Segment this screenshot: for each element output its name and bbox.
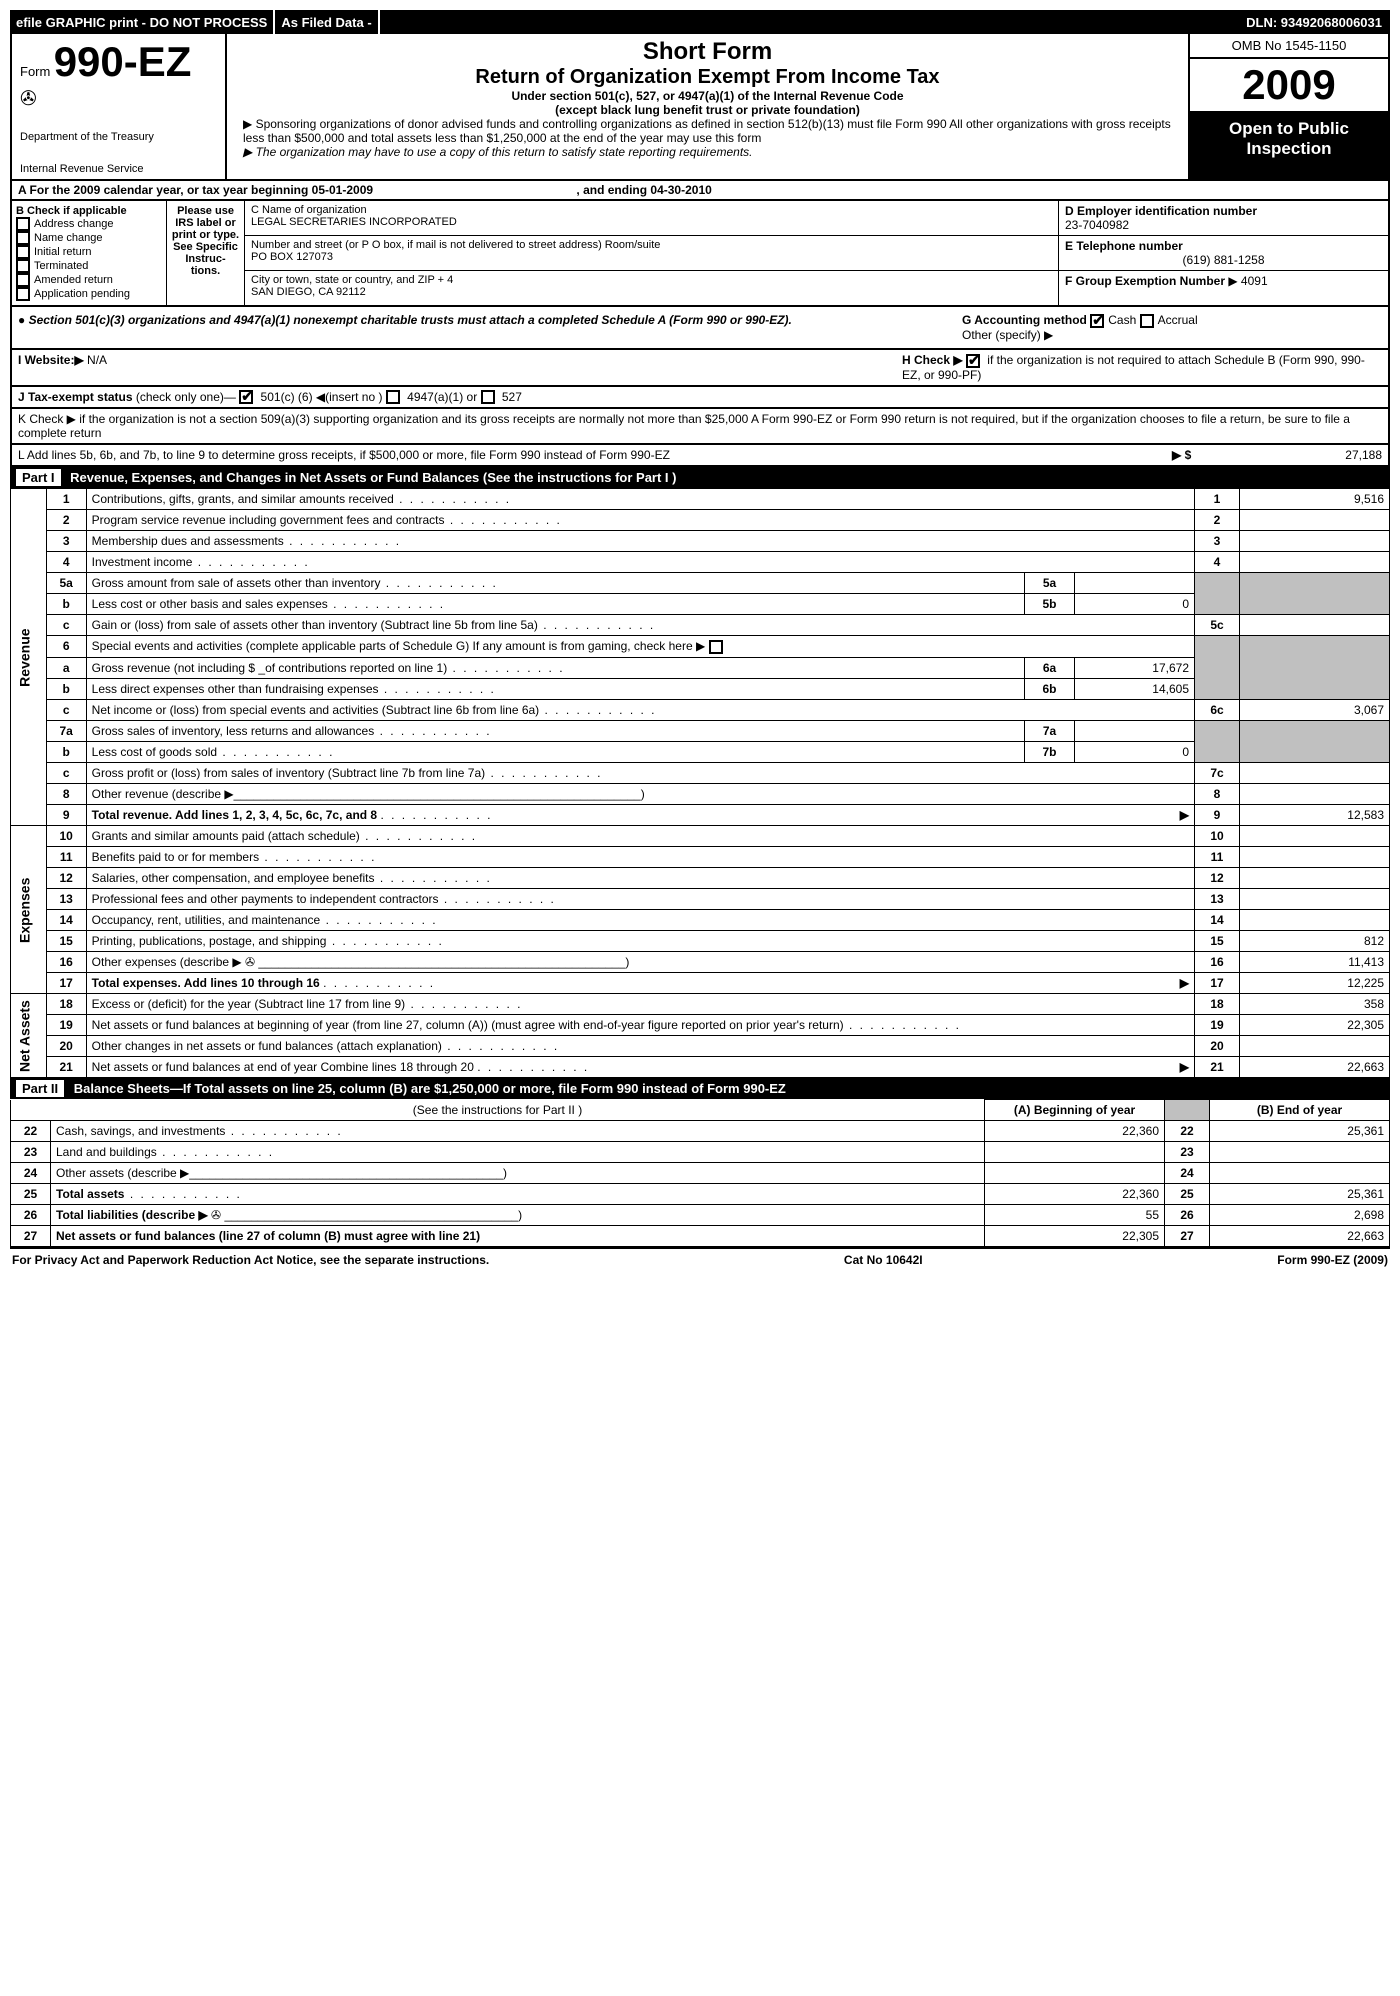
efile-label: efile GRAPHIC print - DO NOT PROCESS xyxy=(10,10,275,34)
note1: ▶ Sponsoring organizations of donor advi… xyxy=(237,117,1178,145)
cb-pending[interactable] xyxy=(16,287,30,301)
open-inspection: Open to Public Inspection xyxy=(1190,113,1388,179)
cb-address[interactable] xyxy=(16,217,30,231)
footer-mid: Cat No 10642I xyxy=(844,1253,923,1267)
revenue-label: Revenue xyxy=(11,489,47,826)
part2-instr: (See the instructions for Part II ) xyxy=(11,1100,985,1121)
cb-accrual[interactable] xyxy=(1140,314,1154,328)
c-name-label: C Name of organization xyxy=(251,204,367,216)
c-city-label: City or town, state or country, and ZIP … xyxy=(251,274,453,286)
org-name: LEGAL SECRETARIES INCORPORATED xyxy=(251,216,457,228)
cb-terminated[interactable] xyxy=(16,259,30,273)
form-header: Form 990-EZ ✇ Department of the Treasury… xyxy=(10,34,1390,181)
col-def: D Employer identification number23-70409… xyxy=(1058,201,1388,305)
dln: DLN: 93492068006031 xyxy=(1246,15,1390,30)
col-b: B Check if applicable Address change Nam… xyxy=(12,201,167,305)
row-a-end: , and ending 04-30-2010 xyxy=(576,183,711,197)
part1-label: Part I xyxy=(16,469,61,486)
cb-h[interactable] xyxy=(966,354,980,368)
org-city: SAN DIEGO, CA 92112 xyxy=(251,286,366,298)
row-l-text: L Add lines 5b, 6b, and 7b, to line 9 to… xyxy=(18,448,1172,462)
website-val: N/A xyxy=(87,353,107,367)
row-i: I Website:▶ N/A H Check ▶ if the organiz… xyxy=(10,350,1390,387)
cb-name[interactable] xyxy=(16,231,30,245)
col-a-hdr: (A) Beginning of year xyxy=(985,1100,1165,1121)
footer-left: For Privacy Act and Paperwork Reduction … xyxy=(12,1253,489,1267)
row-k: K Check ▶ if the organization is not a s… xyxy=(10,409,1390,445)
header-middle: Short Form Return of Organization Exempt… xyxy=(227,34,1188,179)
sec501-text: ● Section 501(c)(3) organizations and 49… xyxy=(18,313,962,342)
footer: For Privacy Act and Paperwork Reduction … xyxy=(10,1247,1390,1271)
short-form: Short Form xyxy=(237,38,1178,66)
cb-4947[interactable] xyxy=(386,390,400,404)
org-street: PO BOX 127073 xyxy=(251,251,333,263)
col-b-hdr: (B) End of year xyxy=(1210,1100,1390,1121)
col-c: C Name of organizationLEGAL SECRETARIES … xyxy=(245,201,1058,305)
col-b-header: B Check if applicable xyxy=(16,205,162,217)
part2-label: Part II xyxy=(16,1080,64,1097)
group-label: F Group Exemption Number xyxy=(1065,274,1225,288)
return-title: Return of Organization Exempt From Incom… xyxy=(237,66,1178,89)
expenses-label: Expenses xyxy=(11,826,47,994)
cb-gaming[interactable] xyxy=(709,640,723,654)
row-a-begin: A For the 2009 calendar year, or tax yea… xyxy=(18,183,373,197)
cb-amended[interactable] xyxy=(16,273,30,287)
block-bcdef: B Check if applicable Address change Nam… xyxy=(10,201,1390,307)
part1-table: Revenue 1Contributions, gifts, grants, a… xyxy=(10,488,1390,1078)
col-label: Please use IRS label or print or type. S… xyxy=(167,201,245,305)
part2-table: (See the instructions for Part II ) (A) … xyxy=(10,1099,1390,1247)
phone-label: E Telephone number xyxy=(1065,239,1183,253)
ein-label: D Employer identification number xyxy=(1065,204,1257,218)
note2: ▶ The organization may have to use a cop… xyxy=(237,145,1178,159)
header-right: OMB No 1545-1150 2009 Open to Public Ins… xyxy=(1188,34,1388,179)
cb-501c[interactable] xyxy=(239,390,253,404)
row-a: A For the 2009 calendar year, or tax yea… xyxy=(10,181,1390,201)
group-num: ▶ 4091 xyxy=(1228,274,1267,288)
header-left: Form 990-EZ ✇ Department of the Treasury… xyxy=(12,34,227,179)
row-j: J Tax-exempt status (check only one)— 50… xyxy=(10,387,1390,410)
asfiled-label: As Filed Data - xyxy=(275,10,379,34)
section-501: ● Section 501(c)(3) organizations and 49… xyxy=(10,307,1390,350)
website-label: I Website:▶ xyxy=(18,353,84,367)
accounting-method: G Accounting method Cash Accrual Other (… xyxy=(962,313,1382,342)
part1-header: Part I Revenue, Expenses, and Changes in… xyxy=(10,467,1390,488)
dept: Department of the Treasury xyxy=(20,131,217,143)
footer-right: Form 990-EZ (2009) xyxy=(1277,1253,1388,1267)
phone: (619) 881-1258 xyxy=(1065,253,1382,267)
row-l-arrow: ▶ $ xyxy=(1172,448,1232,462)
subtitle2: (except black lung benefit trust or priv… xyxy=(237,103,1178,117)
subtitle1: Under section 501(c), 527, or 4947(a)(1)… xyxy=(237,89,1178,103)
form-prefix: Form xyxy=(20,64,50,79)
form-number: 990-EZ xyxy=(54,38,192,85)
topbar: efile GRAPHIC print - DO NOT PROCESS As … xyxy=(10,10,1390,34)
irs-seal-icon: ✇ xyxy=(20,88,37,110)
row-l: L Add lines 5b, 6b, and 7b, to line 9 to… xyxy=(10,445,1390,467)
form-page: efile GRAPHIC print - DO NOT PROCESS As … xyxy=(0,0,1400,1281)
tax-year: 2009 xyxy=(1190,59,1388,113)
ein: 23-7040982 xyxy=(1065,218,1129,232)
part2-header: Part II Balance Sheets—If Total assets o… xyxy=(10,1078,1390,1099)
c-street-label: Number and street (or P O box, if mail i… xyxy=(251,239,660,251)
part2-title: Balance Sheets—If Total assets on line 2… xyxy=(74,1081,786,1096)
row-l-val: 27,188 xyxy=(1232,448,1382,462)
cb-initial[interactable] xyxy=(16,245,30,259)
cb-cash[interactable] xyxy=(1090,314,1104,328)
netassets-label: Net Assets xyxy=(11,994,47,1078)
omb-number: OMB No 1545-1150 xyxy=(1190,34,1388,59)
part1-title: Revenue, Expenses, and Changes in Net As… xyxy=(70,470,676,485)
irs: Internal Revenue Service xyxy=(20,163,217,175)
cb-527[interactable] xyxy=(481,390,495,404)
